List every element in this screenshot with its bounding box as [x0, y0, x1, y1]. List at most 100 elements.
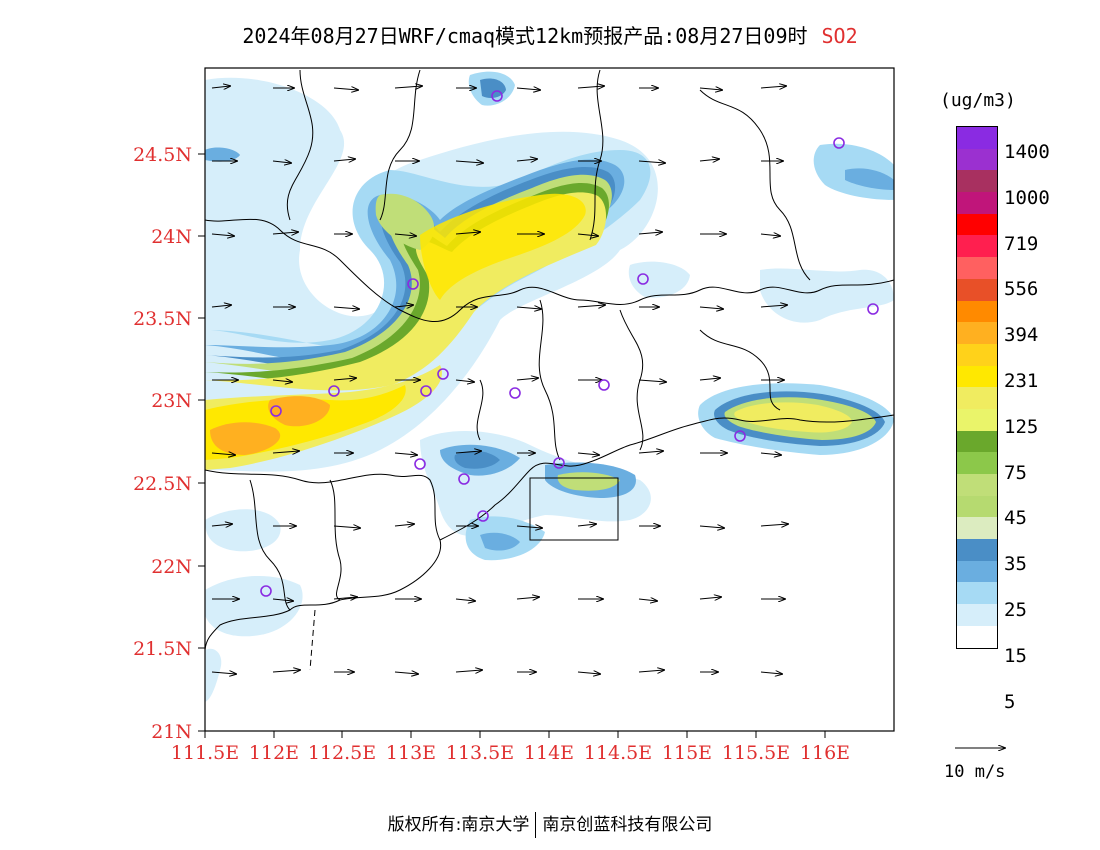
lon-tick-label: 113.5E: [446, 742, 514, 764]
lon-tick-label: 115E: [662, 742, 712, 764]
wind-arrow: [333, 526, 360, 528]
station-marker: [407, 278, 419, 290]
wind-arrow: [394, 305, 413, 307]
lat-tick-label: 23N: [151, 390, 192, 412]
wind-arrow: [699, 526, 724, 528]
wind-arrow: [211, 672, 236, 674]
wind-arrow: [577, 86, 604, 88]
colorbar-level-label: 45: [1004, 507, 1027, 530]
wind-arrow: [272, 232, 298, 234]
wind-arrow: [638, 451, 663, 453]
colorbar-swatch: [957, 517, 997, 540]
wind-arrow: [577, 234, 598, 236]
wind-arrow: [211, 305, 231, 307]
wind-arrow: [272, 380, 292, 382]
lon-tick-label: 111.5E: [171, 742, 239, 764]
wind-arrow: [577, 672, 600, 674]
lat-tick-label: 24.5N: [133, 144, 192, 166]
wind-arrow: [272, 599, 293, 601]
map-title: 2024年08月27日WRF/cmaq模式12km预报产品:08月27日09时 S…: [0, 20, 1100, 49]
wind-arrow: [516, 597, 539, 599]
colorbar-swatch: [957, 495, 997, 518]
wind-arrow: [516, 159, 537, 161]
colorbar-level-label: 5: [1004, 690, 1016, 713]
wind-arrow: [760, 453, 781, 455]
colorbar: [956, 126, 998, 649]
wind-arrow: [272, 161, 291, 163]
colorbar-swatch: [957, 148, 997, 171]
colorbar-level-label: 394: [1004, 324, 1039, 347]
colorbar-swatch: [957, 192, 997, 214]
concentration-field: [205, 71, 894, 702]
colorbar-swatch: [957, 430, 997, 453]
wind-arrow: [394, 86, 422, 88]
colorbar-level-label: 231: [1004, 370, 1039, 392]
lat-tick-label: 24N: [151, 226, 192, 248]
wind-arrow: [638, 380, 666, 382]
wind-arrow: [455, 599, 475, 601]
wind-arrow: [516, 526, 542, 528]
station-marker: [328, 385, 340, 397]
wind-arrow: [760, 86, 786, 88]
colorbar-swatch: [957, 539, 997, 561]
colorbar-swatch: [957, 322, 997, 344]
wind-arrow: [516, 307, 541, 309]
wind-arrow: [272, 670, 300, 672]
station-marker: [437, 368, 449, 380]
lat-tick-label: 22.5N: [133, 473, 192, 495]
footer-divider: [535, 812, 537, 838]
colorbar-swatch: [957, 604, 997, 626]
wind-arrow: [516, 88, 540, 90]
wind-arrow: [638, 599, 657, 601]
station-marker: [260, 585, 272, 597]
station-marker: [637, 273, 649, 285]
latitude-axis: 24.5N 24N 23.5N 23N 22.5N 22N 21.5N 21N: [133, 144, 205, 743]
colorbar-swatch: [957, 582, 997, 605]
colorbar-swatch: [957, 127, 997, 149]
boundary-lines: [205, 69, 894, 671]
station-marker: [867, 303, 879, 315]
wind-arrow: [394, 672, 418, 674]
wind-arrow: [394, 453, 417, 455]
colorbar-swatch: [957, 408, 997, 431]
wind-vector-field: [211, 86, 788, 674]
wind-arrow: [699, 307, 723, 309]
colorbar-level-label: 35: [1004, 553, 1027, 576]
species-label: SO2: [821, 24, 858, 48]
colorbar-swatch: [957, 474, 997, 496]
station-marker: [491, 90, 503, 102]
wind-arrow: [333, 378, 356, 380]
wind-arrow: [699, 159, 719, 161]
wind-arrow: [211, 524, 232, 526]
wind-arrow: [699, 597, 721, 599]
wind-arrow: [638, 161, 665, 163]
station-marker: [509, 387, 521, 399]
colorbar-level-label: 25: [1004, 599, 1027, 621]
lon-tick-label: 113E: [386, 742, 436, 764]
colorbar-swatch: [957, 625, 997, 648]
wind-arrow: [455, 232, 480, 234]
title-text: 2024年08月27日WRF/cmaq模式12km预报产品:08月27日09时: [242, 24, 808, 48]
colorbar-swatch: [957, 560, 997, 583]
wind-arrow: [760, 672, 782, 674]
station-marker: [553, 457, 565, 469]
colorbar-level-label: 75: [1004, 461, 1027, 484]
wind-arrow: [577, 524, 596, 526]
wind-arrow: [394, 234, 416, 236]
lat-tick-label: 22N: [151, 556, 192, 578]
wind-arrow: [638, 232, 662, 234]
colorbar-level-label: 1000: [1004, 186, 1050, 209]
wind-arrow: [211, 234, 234, 236]
wind-arrow: [760, 234, 780, 236]
wind-arrow: [394, 524, 414, 526]
lon-tick-label: 114E: [524, 742, 574, 764]
wind-arrow: [699, 378, 720, 380]
copyright-left: 版权所有:南京大学: [387, 815, 530, 835]
wind-arrow: [577, 453, 599, 455]
station-marker: [458, 473, 470, 485]
wind-arrow: [333, 88, 358, 90]
wind-arrow: [638, 670, 664, 672]
lon-tick-label: 116E: [800, 742, 850, 764]
wind-arrow: [760, 305, 787, 307]
colorbar-swatch: [957, 387, 997, 409]
